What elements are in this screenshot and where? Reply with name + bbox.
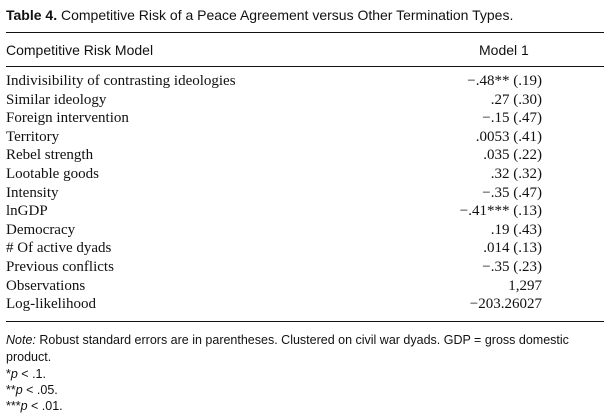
footnote-p: p (10, 367, 18, 381)
header-model-label: Competitive Risk Model (6, 42, 154, 58)
row-value: −.15 (.47) (482, 110, 542, 127)
table-row: Log-likelihood −203.26027 (6, 295, 604, 314)
row-label: Lootable goods (6, 165, 99, 182)
top-rule (6, 32, 604, 34)
row-label: Observations (6, 277, 86, 294)
footnote-p-001: ***p < .01. (6, 398, 63, 414)
row-label: Similar ideology (6, 91, 107, 108)
table-row: Lootable goods .32 (.32) (6, 165, 604, 184)
row-value: −.41*** (.13) (459, 203, 542, 220)
table-row: Democracy .19 (.43) (6, 221, 604, 240)
table-row: Foreign intervention −.15 (.47) (6, 109, 604, 128)
row-value: .19 (.43) (490, 221, 542, 238)
footnote-p: p (15, 383, 23, 397)
footnote-stars: * (6, 367, 11, 381)
bottom-rule (6, 321, 604, 323)
table-caption-title: Competitive Risk of a Peace Agreement ve… (60, 7, 514, 23)
row-label: Democracy (6, 221, 76, 238)
table-row: Previous conflicts −.35 (.23) (6, 258, 604, 277)
header-column-model-1: Model 1 (479, 42, 529, 58)
table-row: Territory .0053 (.41) (6, 128, 604, 147)
table-row: Rebel strength .035 (.22) (6, 146, 604, 165)
table-row: # Of active dyads .014 (.13) (6, 239, 604, 258)
note-text: Robust standard errors are in parenthese… (6, 333, 569, 364)
table-note: Note: Robust standard errors are in pare… (6, 332, 604, 366)
footnote-p: p (20, 399, 28, 413)
table-row: Intensity −.35 (.47) (6, 184, 604, 203)
row-label: # Of active dyads (6, 240, 112, 257)
table-body: Indivisibility of contrasting ideologies… (6, 72, 604, 314)
note-label: Note: (6, 333, 36, 347)
footnote-stars: ** (6, 383, 16, 397)
row-value: −.35 (.23) (482, 258, 542, 275)
footnote-text: < .01. (27, 399, 63, 413)
table-row: lnGDP −.41*** (.13) (6, 202, 604, 221)
header-rule (6, 66, 604, 67)
table-row: Similar ideology .27 (.30) (6, 91, 604, 110)
row-label: Log-likelihood (6, 296, 96, 313)
row-label: lnGDP (6, 203, 48, 220)
row-label: Foreign intervention (6, 110, 129, 127)
footnote-stars: *** (6, 399, 21, 413)
footnote-text: < .05. (22, 383, 58, 397)
row-label: Intensity (6, 184, 59, 201)
row-value: .32 (.32) (490, 165, 542, 182)
row-value: −.35 (.47) (482, 184, 542, 201)
row-value: .27 (.30) (490, 91, 542, 108)
row-value: −.48** (.19) (467, 73, 542, 89)
table-row: Observations 1,297 (6, 277, 604, 296)
row-label: Indivisibility of contrasting ideologies (6, 73, 236, 89)
row-label: Previous conflicts (6, 258, 114, 275)
table-caption-label: Table 4. (6, 7, 58, 23)
row-value: .035 (.22) (483, 147, 542, 164)
row-value: −203.26027 (469, 296, 542, 313)
row-label: Rebel strength (6, 147, 94, 164)
footnote-p-01: *p < .1. (6, 366, 46, 382)
row-label: Territory (6, 128, 60, 145)
table-row: Indivisibility of contrasting ideologies… (6, 72, 604, 91)
footnote-p-05: **p < .05. (6, 382, 58, 398)
row-value: .0053 (.41) (475, 128, 542, 145)
row-value: 1,297 (508, 277, 542, 294)
footnote-text: < .1. (17, 367, 46, 381)
table-caption: Table 4. Competitive Risk of a Peace Agr… (6, 6, 606, 24)
row-value: .014 (.13) (483, 240, 542, 257)
